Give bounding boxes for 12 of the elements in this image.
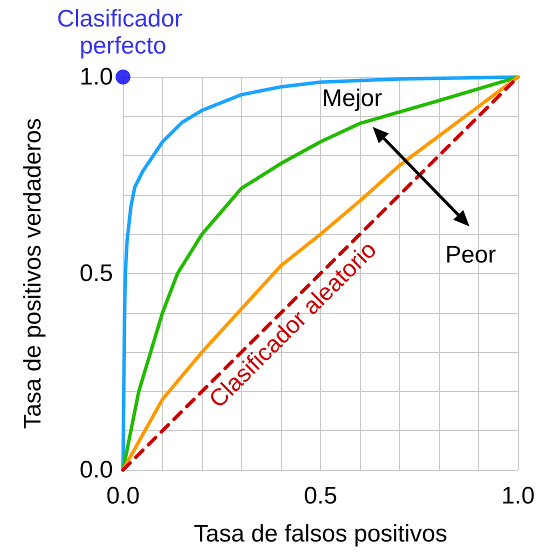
x-tick-label: 0.0 <box>106 482 140 510</box>
annotation: Peor <box>445 242 496 269</box>
x-tick-label: 0.5 <box>304 482 338 510</box>
y-tick-label: 0.5 <box>80 260 113 287</box>
y-tick-label: 1.0 <box>80 64 113 90</box>
line-series <box>121 75 520 472</box>
series-label: Clasificador perfecto <box>56 6 190 60</box>
y-axis-title: Tasa de positivos verdaderos <box>20 118 46 429</box>
annotation: Mejor <box>322 85 382 112</box>
x-axis-title: Tasa de falsos positivos <box>194 520 448 548</box>
x-tick-label: 1.0 <box>501 482 535 510</box>
y-tick-label: 0.0 <box>80 456 113 484</box>
